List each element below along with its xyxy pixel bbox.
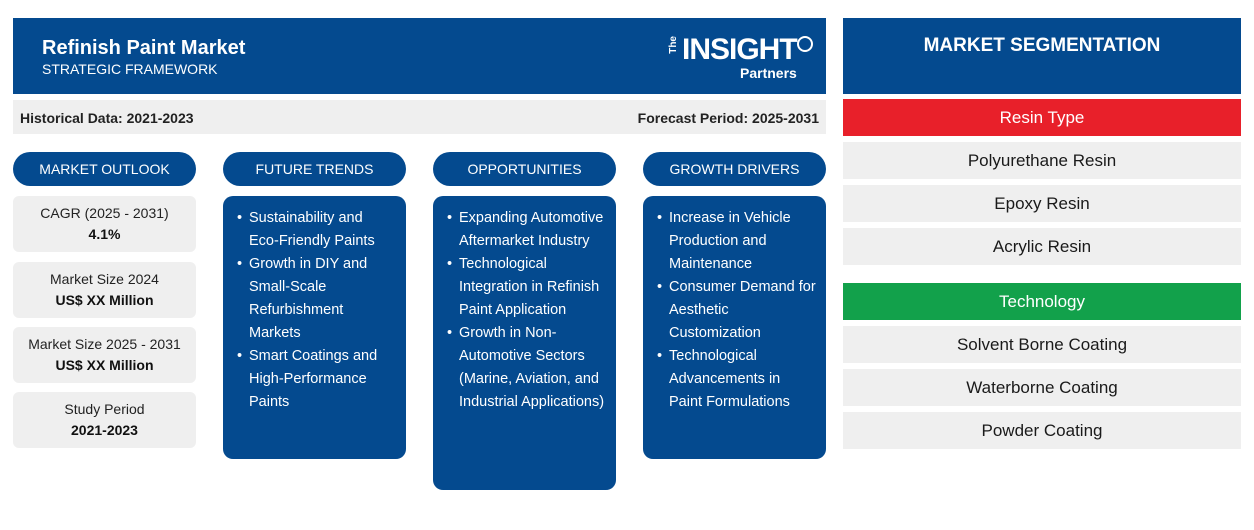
future-trends-heading: FUTURE TRENDS	[223, 152, 406, 186]
stat-label: Study Period	[64, 401, 145, 417]
segment-category-resin-type: Resin Type	[843, 99, 1241, 136]
stat-cagr: CAGR (2025 - 2031) 4.1%	[13, 196, 196, 252]
segment-item: Polyurethane Resin	[843, 142, 1241, 179]
stat-market-size-forecast: Market Size 2025 - 2031 US$ XX Million	[13, 327, 196, 383]
segment-item: Acrylic Resin	[843, 228, 1241, 265]
growth-drivers-card: Increase in Vehicle Production and Maint…	[643, 196, 826, 459]
stat-value: US$ XX Million	[55, 357, 154, 373]
insight-partners-logo: The INSIGHT Partners	[668, 32, 818, 84]
segment-item: Epoxy Resin	[843, 185, 1241, 222]
historical-data: Historical Data: 2021-2023	[20, 110, 194, 126]
opportunities-card: Expanding Automotive Aftermarket Industr…	[433, 196, 616, 490]
logo-the-text: The	[668, 36, 679, 54]
stat-value: 2021-2023	[71, 422, 138, 438]
logo-partners-text: Partners	[740, 65, 797, 81]
list-item: Sustainability and Eco-Friendly Paints	[237, 207, 396, 253]
future-trends-card: Sustainability and Eco-Friendly Paints G…	[223, 196, 406, 459]
stat-label: CAGR (2025 - 2031)	[40, 205, 169, 221]
list-item: Technological Advancements in Paint Form…	[657, 345, 816, 414]
growth-drivers-heading: GROWTH DRIVERS	[643, 152, 826, 186]
market-segmentation-heading: MARKET SEGMENTATION	[843, 18, 1241, 94]
stat-label: Market Size 2024	[50, 271, 159, 287]
list-item: Smart Coatings and High-Performance Pain…	[237, 345, 396, 414]
stat-value: US$ XX Million	[55, 292, 154, 308]
segment-item: Solvent Borne Coating	[843, 326, 1241, 363]
segment-item: Waterborne Coating	[843, 369, 1241, 406]
page-title: Refinish Paint Market	[42, 37, 246, 59]
forecast-period: Forecast Period: 2025-2031	[637, 110, 819, 126]
list-item: Expanding Automotive Aftermarket Industr…	[447, 207, 606, 253]
opportunities-heading: OPPORTUNITIES	[433, 152, 616, 186]
stat-market-size-2024: Market Size 2024 US$ XX Million	[13, 262, 196, 318]
segment-item: Powder Coating	[843, 412, 1241, 449]
segment-category-technology: Technology	[843, 283, 1241, 320]
stat-label: Market Size 2025 - 2031	[28, 336, 181, 352]
logo-ring-icon	[797, 36, 813, 52]
stat-study-period: Study Period 2021-2023	[13, 392, 196, 448]
period-bar: Historical Data: 2021-2023 Forecast Peri…	[13, 100, 826, 134]
logo-insight-text: INSIGHT	[682, 33, 798, 66]
framework-header: Refinish Paint Market STRATEGIC FRAMEWOR…	[13, 18, 826, 94]
list-item: Consumer Demand for Aesthetic Customizat…	[657, 276, 816, 345]
stat-value: 4.1%	[88, 226, 121, 242]
market-outlook-heading: MARKET OUTLOOK	[13, 152, 196, 186]
list-item: Growth in Non-Automotive Sectors (Marine…	[447, 322, 606, 414]
page-subtitle: STRATEGIC FRAMEWORK	[42, 61, 218, 77]
list-item: Growth in DIY and Small-Scale Refurbishm…	[237, 253, 396, 345]
list-item: Technological Integration in Refinish Pa…	[447, 253, 606, 322]
list-item: Increase in Vehicle Production and Maint…	[657, 207, 816, 276]
